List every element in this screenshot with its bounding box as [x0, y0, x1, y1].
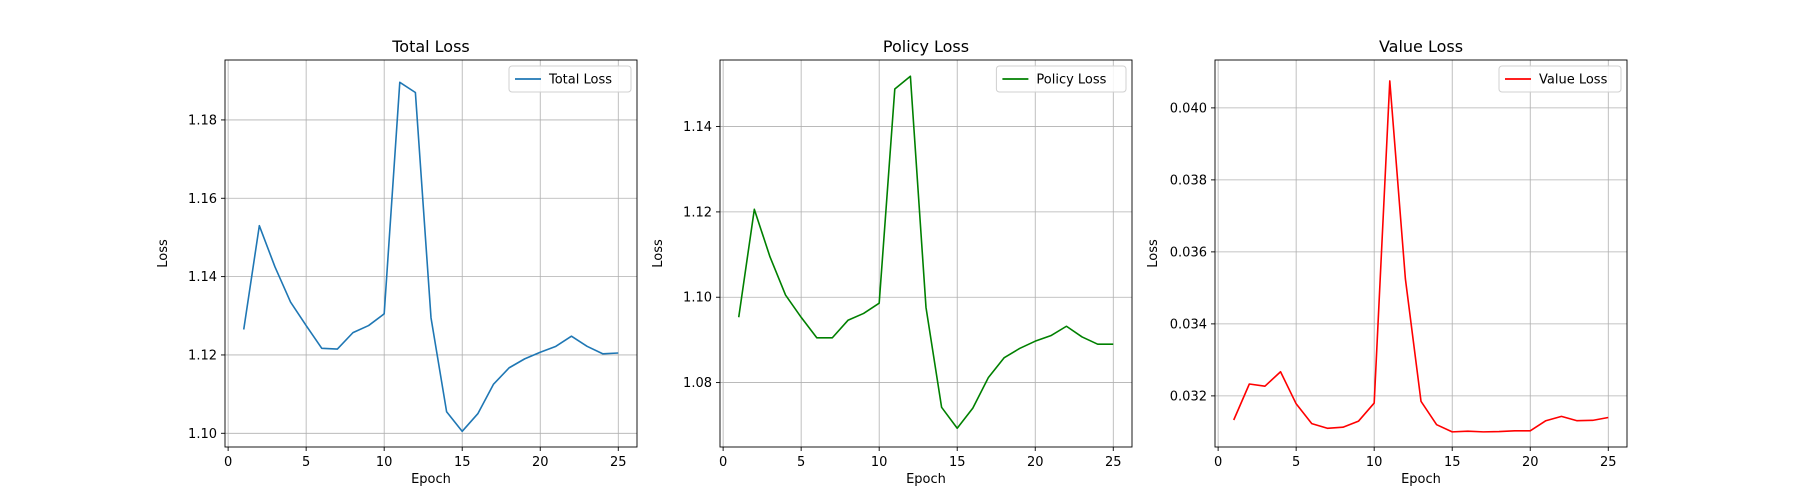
policy-loss-series — [737, 75, 1114, 430]
value-loss-xtick-label: 0 — [1214, 455, 1222, 470]
total-loss-xtick-label: 20 — [532, 455, 549, 470]
value-loss-legend: Value Loss — [1498, 65, 1622, 93]
value-loss-xtick-label: 10 — [1366, 455, 1383, 470]
value-loss-legend-label: Value Loss — [1539, 73, 1608, 88]
policy-loss-frame — [719, 59, 1133, 448]
total-loss-axes-frame — [224, 59, 638, 448]
value-loss-ytick-label: 0.032 — [1170, 389, 1207, 404]
policy-loss-xlabel: Epoch — [906, 472, 946, 487]
policy-loss-line — [737, 75, 1114, 430]
policy-loss-ytick-label: 1.14 — [683, 120, 712, 135]
value-loss-ylabel: Loss — [1146, 239, 1161, 268]
policy-loss-xtick-label: 15 — [949, 455, 966, 470]
total-loss-legend: Total Loss — [508, 65, 632, 93]
total-loss-xlabel: Epoch — [411, 472, 451, 487]
policy-loss-xtick-label: 0 — [719, 455, 727, 470]
policy-loss-xtick-label: 10 — [871, 455, 888, 470]
value-loss-ytick-label: 0.034 — [1170, 317, 1207, 332]
total-loss-legend-box — [508, 65, 632, 93]
total-loss-xtick-label: 10 — [376, 455, 393, 470]
value-loss-ytick-label: 0.040 — [1170, 101, 1207, 116]
value-loss-grid — [1215, 60, 1627, 447]
total-loss-xtick-label: 0 — [224, 455, 232, 470]
value-loss-panel: 0 5 10 15 20 25 0.032 0.034 0.036 0.038 0.040 Valu… — [1146, 37, 1628, 487]
value-loss-xtick-label: 25 — [1600, 455, 1617, 470]
policy-loss-legend-label: Policy Loss — [1036, 73, 1106, 88]
policy-loss-xtick-label: 20 — [1027, 455, 1044, 470]
policy-loss-title: Policy Loss — [883, 37, 969, 56]
value-loss-xlabel: Epoch — [1401, 472, 1441, 487]
total-loss-xtick-label: 25 — [610, 455, 627, 470]
total-loss-line — [242, 81, 619, 433]
value-loss-axes-frame — [1214, 59, 1628, 448]
policy-loss-legend: Policy Loss — [995, 65, 1127, 93]
value-loss-frame — [1214, 59, 1628, 448]
policy-loss-xtick-label: 25 — [1105, 455, 1122, 470]
policy-loss-ytick-label: 1.08 — [683, 376, 712, 391]
total-loss-panel: 0 5 10 15 20 25 1.10 1.12 1.14 1.16 1.18 Total Los… — [156, 37, 638, 487]
value-loss-xtick-label: 20 — [1522, 455, 1539, 470]
total-loss-ytick-label: 1.16 — [188, 192, 217, 207]
value-loss-ytick-label: 0.038 — [1170, 173, 1207, 188]
policy-loss-ylabel: Loss — [651, 239, 666, 268]
policy-loss-axes-frame — [719, 59, 1133, 448]
value-loss-xtick-label: 15 — [1444, 455, 1461, 470]
total-loss-ytick-label: 1.12 — [188, 348, 217, 363]
value-loss-ytick-label: 0.036 — [1170, 245, 1207, 260]
total-loss-grid — [225, 60, 637, 447]
policy-loss-ticks: 0 5 10 15 20 25 1.08 1.10 1.12 1.14 — [683, 120, 1121, 470]
total-loss-ylabel: Loss — [156, 239, 171, 268]
total-loss-ytick-label: 1.18 — [188, 113, 217, 128]
total-loss-xtick-label: 5 — [302, 455, 310, 470]
total-loss-series — [242, 81, 619, 433]
value-loss-series — [1232, 80, 1609, 433]
value-loss-xtick-label: 5 — [1292, 455, 1300, 470]
value-loss-title: Value Loss — [1379, 37, 1463, 56]
total-loss-title: Total Loss — [391, 37, 470, 56]
total-loss-frame — [224, 59, 638, 448]
total-loss-ytick-label: 1.10 — [188, 427, 217, 442]
policy-loss-xtick-label: 5 — [797, 455, 805, 470]
policy-loss-ytick-label: 1.10 — [683, 291, 712, 306]
total-loss-legend-label: Total Loss — [548, 73, 612, 88]
value-loss-ticks: 0 5 10 15 20 25 0.032 0.034 0.036 0.038 0.040 — [1170, 101, 1617, 470]
value-loss-line — [1232, 80, 1609, 433]
total-loss-xtick-label: 15 — [454, 455, 471, 470]
total-loss-ticks: 0 5 10 15 20 25 1.10 1.12 1.14 1.16 1.18 — [188, 113, 626, 470]
policy-loss-legend-box — [995, 65, 1127, 93]
value-loss-legend-box — [1498, 65, 1622, 93]
total-loss-ytick-label: 1.14 — [188, 270, 217, 285]
policy-loss-panel: 0 5 10 15 20 25 1.08 1.10 1.12 1.14 Policy Loss E… — [651, 37, 1133, 487]
policy-loss-ytick-label: 1.12 — [683, 205, 712, 220]
